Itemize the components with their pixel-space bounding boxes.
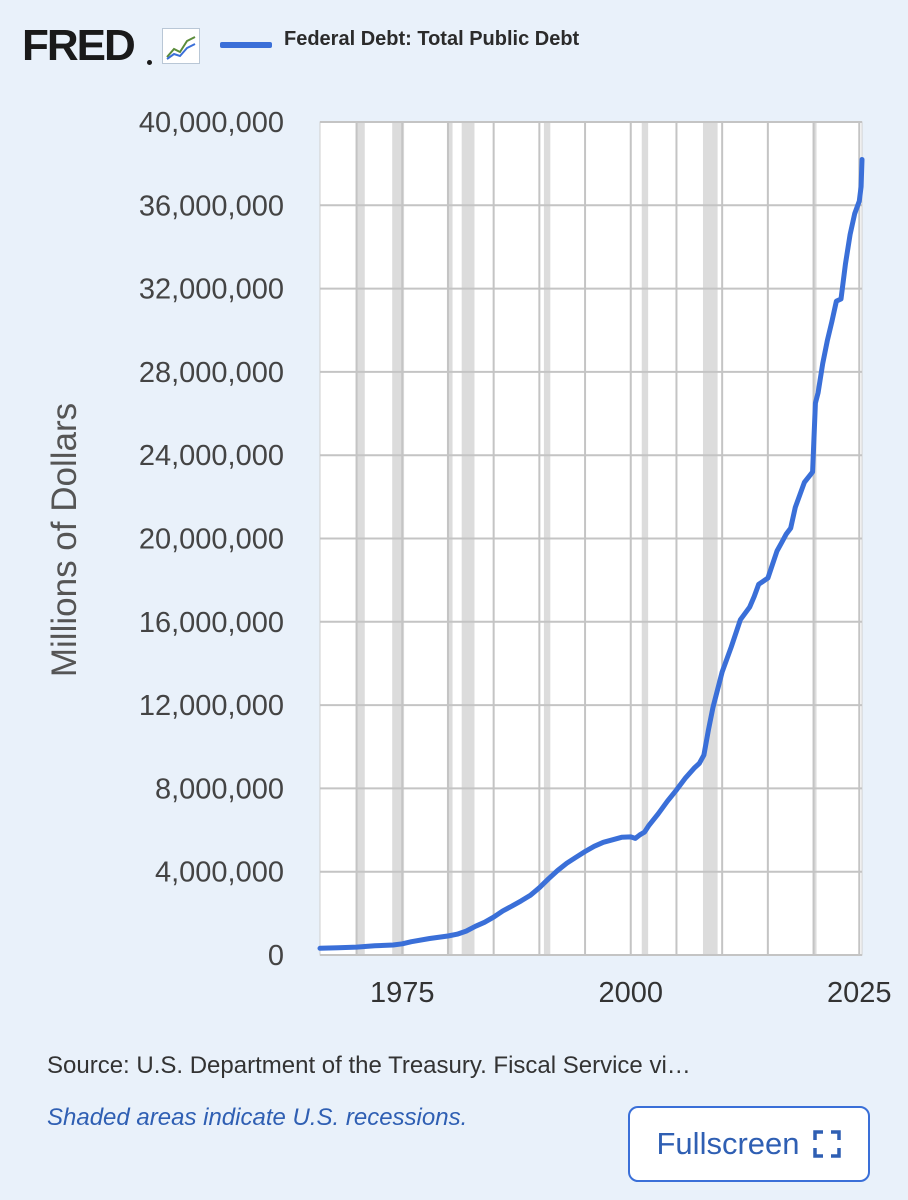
legend-series-label: Federal Debt: Total Public Debt [284, 28, 580, 50]
x-tick-label: 2000 [599, 977, 664, 1009]
fred-logo[interactable]: FRED [22, 21, 136, 70]
y-tick-label: 24,000,000 [139, 440, 284, 472]
y-axis-label: Millions of Dollars [45, 403, 84, 677]
y-tick-label: 32,000,000 [139, 274, 284, 306]
chart-header: FRED Federal Debt: Total Public Debt [22, 22, 882, 72]
y-tick-label: 12,000,000 [139, 690, 284, 722]
source-text: Source: U.S. Department of the Treasury.… [47, 1052, 691, 1079]
y-tick-label: 40,000,000 [139, 107, 284, 139]
y-tick-label: 28,000,000 [139, 357, 284, 389]
x-tick-label: 1975 [370, 977, 435, 1009]
x-tick-label: 2025 [827, 977, 892, 1009]
fullscreen-icon [812, 1130, 841, 1158]
y-tick-label: 16,000,000 [139, 607, 284, 639]
fullscreen-label: Fullscreen [656, 1126, 800, 1161]
y-tick-label: 8,000,000 [155, 773, 284, 805]
grid-lines [320, 121, 862, 956]
x-axis-tick-labels: 1975 2000 2025 [370, 977, 892, 1009]
y-tick-label: 0 [268, 940, 284, 972]
fred-logo-registered-mark [147, 60, 152, 65]
series-line [317, 157, 865, 951]
fullscreen-button[interactable]: Fullscreen [628, 1106, 870, 1182]
recession-note: Shaded areas indicate U.S. recessions. [47, 1104, 468, 1131]
y-axis-tick-labels: 0 4,000,000 8,000,000 12,000,000 16,000,000 2… [139, 107, 284, 972]
legend-swatch [220, 42, 272, 48]
y-tick-label: 20,000,000 [139, 524, 284, 556]
line-graph-icon [162, 28, 200, 64]
y-tick-label: 4,000,000 [155, 857, 284, 889]
y-tick-label: 36,000,000 [139, 190, 284, 222]
chart-area: 0 4,000,000 8,000,000 12,000,000 16,000,000 2… [45, 107, 892, 1009]
